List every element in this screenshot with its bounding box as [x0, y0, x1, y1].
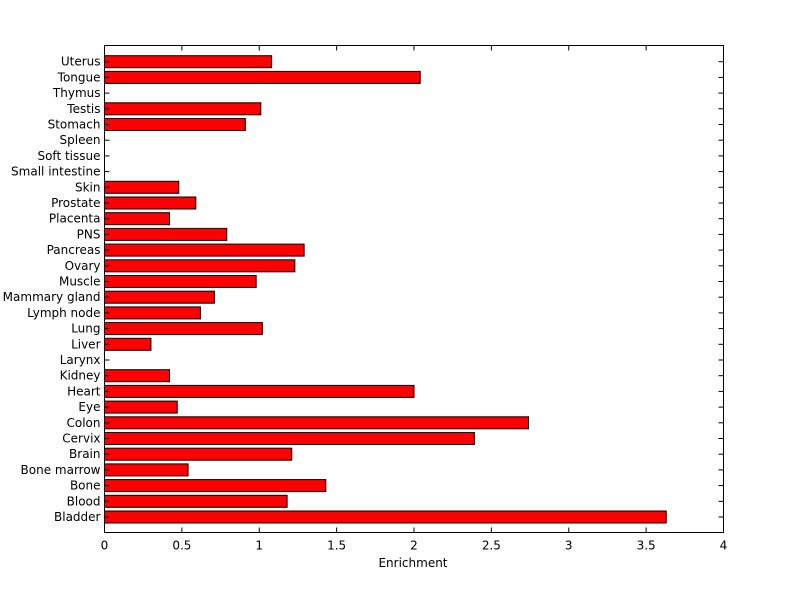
y-tick-label: Spleen	[60, 133, 101, 147]
x-tick-label: 2	[410, 539, 418, 553]
bar	[104, 447, 293, 461]
y-tick-label: Larynx	[60, 353, 101, 367]
bar	[104, 337, 152, 351]
x-axis: 0 0.5 1 1.5 2 2.5 3 3.5 4	[101, 45, 728, 553]
bar	[104, 369, 170, 383]
y-tick-label: Colon	[66, 416, 100, 430]
x-tick-label: 4	[720, 539, 728, 553]
bar	[104, 306, 201, 320]
y-tick-label: Bladder	[54, 510, 101, 524]
y-tick-label: PNS	[77, 227, 101, 241]
bar	[104, 118, 246, 131]
y-tick-label: Uterus	[61, 55, 101, 69]
bar	[104, 180, 180, 194]
y-tick-label: Brain	[69, 447, 100, 461]
y-tick-label: Blood	[67, 494, 101, 508]
y-tick-label: Kidney	[60, 369, 101, 383]
y-tick-label: Bone marrow	[21, 463, 101, 477]
bar	[104, 463, 189, 477]
x-tick-label: 2.5	[482, 539, 501, 553]
y-tick-label: Cervix	[62, 432, 100, 446]
y-tick-label: Testis	[66, 102, 100, 116]
x-axis-label: Enrichment	[378, 556, 447, 570]
bar	[104, 70, 421, 84]
bar	[104, 384, 415, 398]
bar	[104, 479, 327, 493]
bar	[104, 212, 170, 226]
y-tick-label: Mammary gland	[3, 290, 101, 304]
y-tick-label: Lymph node	[27, 306, 100, 320]
y-tick-label: Soft tissue	[37, 149, 100, 163]
y-tick-label: Small intestine	[11, 165, 100, 179]
y-tick-label: Skin	[75, 180, 101, 194]
bar	[104, 227, 228, 241]
bars-group	[104, 55, 667, 524]
y-tick-label: Tongue	[57, 70, 101, 84]
x-tick-label: 1.5	[327, 539, 346, 553]
bar	[104, 400, 178, 414]
bar	[104, 55, 273, 69]
bar	[104, 275, 257, 288]
y-tick-label: Liver	[71, 337, 101, 351]
x-tick-label: 0	[101, 539, 109, 553]
y-tick-label: Eye	[78, 400, 100, 414]
x-tick-label: 3.5	[637, 539, 656, 553]
bar	[104, 196, 197, 210]
y-tick-label: Heart	[67, 384, 101, 398]
y-tick-label: Lung	[71, 322, 100, 336]
bar	[104, 510, 667, 524]
y-tick-label: Pancreas	[47, 243, 101, 257]
bar	[104, 494, 288, 508]
x-tick-label: 1	[255, 539, 263, 553]
x-tick-label: 3	[565, 539, 573, 553]
bar	[104, 243, 305, 257]
bar	[104, 290, 215, 304]
x-tick-label: 0.5	[172, 539, 191, 553]
bar	[104, 102, 262, 116]
y-tick-label: Muscle	[59, 275, 101, 289]
y-tick-label: Thymus	[52, 86, 101, 100]
y-tick-label: Stomach	[48, 118, 101, 132]
y-tick-label: Bone	[70, 479, 101, 493]
y-tick-label: Prostate	[51, 196, 100, 210]
bar	[104, 416, 530, 430]
bar	[104, 432, 475, 445]
bar	[104, 322, 263, 336]
y-tick-label: Placenta	[49, 212, 101, 226]
bar	[104, 259, 296, 273]
y-tick-label: Ovary	[65, 259, 101, 273]
